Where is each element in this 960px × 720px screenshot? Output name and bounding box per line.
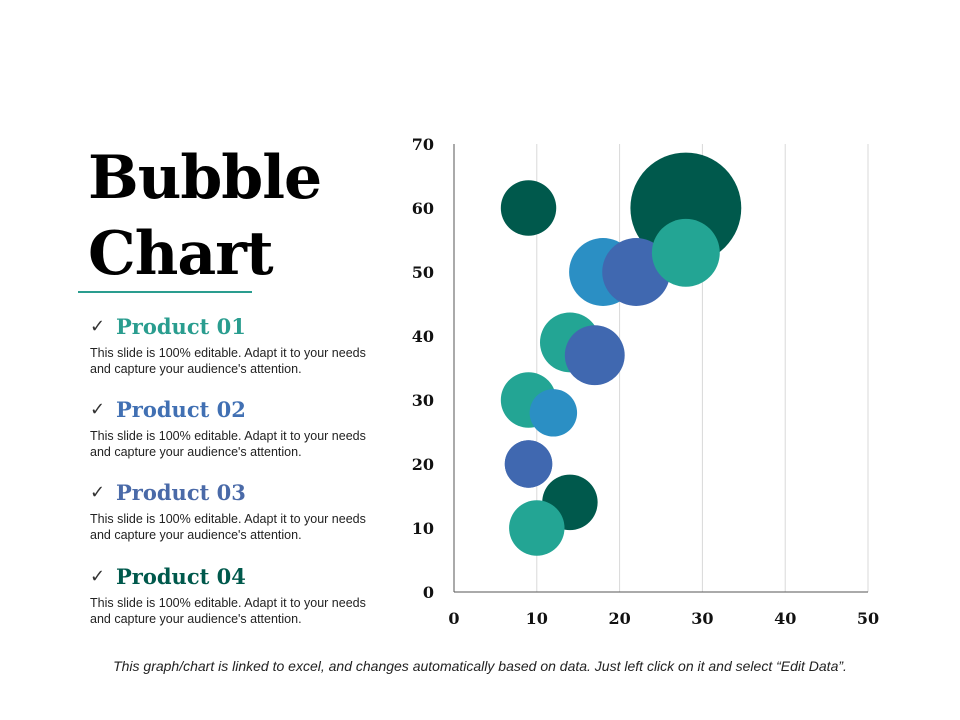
- product-02-item: ✓ Product 02 This slide is 100% editable…: [88, 394, 388, 460]
- product-01-description: This slide is 100% editable. Adapt it to…: [90, 346, 366, 376]
- x-tick-label-50: 50: [857, 609, 879, 628]
- bubble-product-03-2: [564, 325, 625, 386]
- x-tick-label-0: 0: [448, 609, 459, 628]
- product-04-label: Product 04: [116, 563, 246, 589]
- title-line-1: Bubble: [88, 143, 322, 213]
- product-01-label: Product 01: [116, 313, 246, 339]
- product-02-description: This slide is 100% editable. Adapt it to…: [90, 429, 366, 459]
- bubble-product-01-1: [509, 500, 565, 556]
- bubble-product-03-1: [504, 440, 553, 488]
- x-tick-label-40: 40: [774, 609, 796, 628]
- y-tick-label-60: 60: [412, 199, 434, 218]
- y-tick-label-20: 20: [412, 455, 434, 474]
- y-tick-label-0: 0: [423, 583, 434, 602]
- bubble-product-02-1: [529, 389, 578, 437]
- bubble-product-04-1: [500, 180, 557, 236]
- slide-title: Bubble Chart: [88, 140, 322, 292]
- y-tick-label-10: 10: [412, 519, 434, 538]
- product-03-label: Product 03: [116, 479, 246, 505]
- product-03-description: This slide is 100% editable. Adapt it to…: [90, 512, 366, 542]
- check-icon: ✓: [90, 481, 106, 503]
- check-icon: ✓: [90, 565, 106, 587]
- footnote: This graph/chart is linked to excel, and…: [113, 658, 847, 674]
- x-tick-label-10: 10: [526, 609, 548, 628]
- x-tick-label-20: 20: [608, 609, 630, 628]
- check-icon: ✓: [90, 398, 106, 420]
- product-02-label: Product 02: [116, 396, 246, 422]
- title-line-2: Chart: [88, 219, 274, 289]
- product-04-description: This slide is 100% editable. Adapt it to…: [90, 596, 366, 626]
- bubble-product-01-4: [651, 218, 720, 287]
- title-underline: [78, 291, 252, 293]
- y-tick-label-40: 40: [412, 327, 434, 346]
- product-01-item: ✓ Product 01 This slide is 100% editable…: [88, 311, 388, 377]
- product-03-item: ✓ Product 03 This slide is 100% editable…: [88, 477, 388, 543]
- check-icon: ✓: [90, 315, 106, 337]
- y-tick-label-30: 30: [412, 391, 434, 410]
- y-tick-label-50: 50: [412, 263, 434, 282]
- product-04-item: ✓ Product 04 This slide is 100% editable…: [88, 561, 388, 627]
- y-tick-label-70: 70: [412, 135, 434, 154]
- x-tick-label-30: 30: [691, 609, 713, 628]
